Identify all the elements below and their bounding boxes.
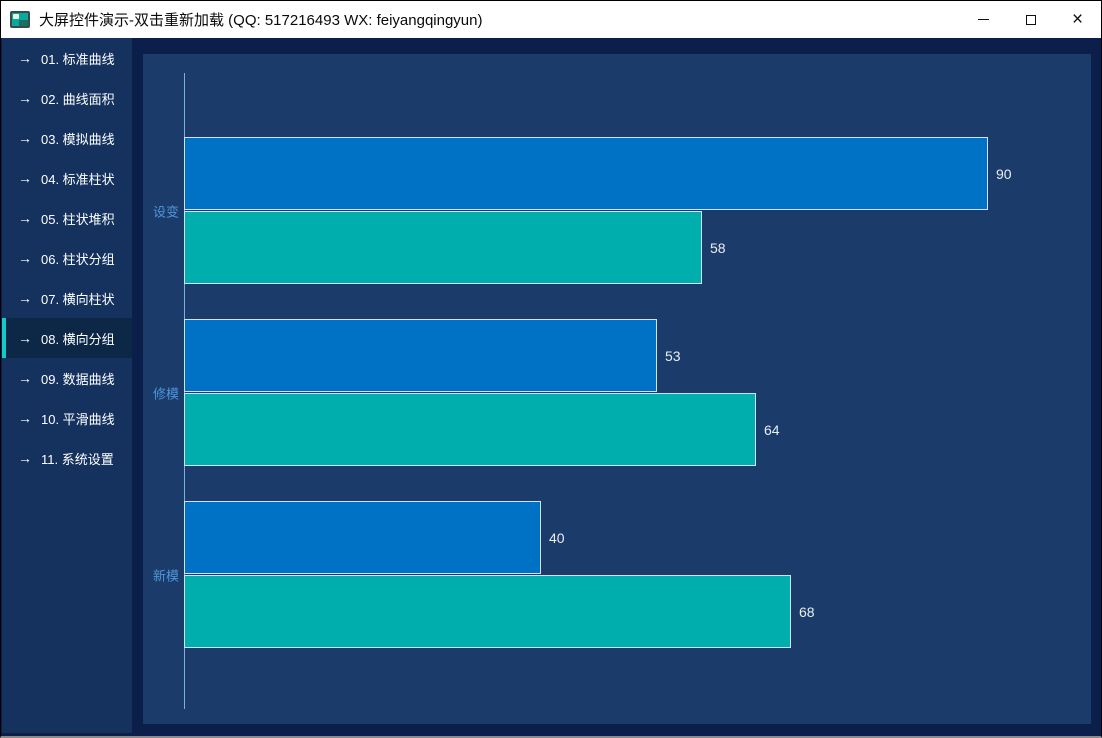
sidebar-item-11[interactable]: → 11. 系统设置 [2,438,132,478]
sidebar-item-label: 06. 柱状分组 [41,251,115,267]
minimize-button[interactable] [960,1,1007,38]
arrow-right-icon: → [18,330,32,346]
category-label-新模: 新模 [152,568,179,583]
bar-value-label: 68 [799,603,815,620]
category-label-设变: 设变 [152,204,179,219]
chart-panel: 90 58 设变 53 64 修模 40 68 新模 [143,54,1091,724]
bar-设变-series-2 [184,211,702,284]
arrow-right-icon: → [18,210,32,226]
sidebar-item-9[interactable]: → 09. 数据曲线 [2,358,132,398]
sidebar-item-1[interactable]: → 01. 标准曲线 [2,38,132,78]
sidebar-item-6[interactable]: → 06. 柱状分组 [2,238,132,278]
bar-value-label: 58 [710,239,726,256]
sidebar-item-label: 11. 系统设置 [41,451,114,467]
arrow-right-icon: → [18,370,32,386]
maximize-icon [1025,14,1036,25]
sidebar-item-label: 03. 模拟曲线 [41,131,115,147]
bar-新模-series-2 [184,575,791,648]
sidebar-item-label: 07. 横向柱状 [41,291,115,307]
sidebar-item-3[interactable]: → 03. 模拟曲线 [2,118,132,158]
arrow-right-icon: → [18,410,32,426]
sidebar-item-7[interactable]: → 07. 横向柱状 [2,278,132,318]
minimize-icon [978,19,989,20]
window-controls: × [960,1,1101,38]
sidebar-item-4[interactable]: → 04. 标准柱状 [2,158,132,198]
bar-修模-series-2 [184,393,756,466]
arrow-right-icon: → [18,250,32,266]
window-title: 大屏控件演示-双击重新加载 (QQ: 517216493 WX: feiyang… [39,12,483,29]
close-button[interactable]: × [1054,1,1101,38]
maximize-button[interactable] [1007,1,1054,38]
bar-value-label: 53 [665,347,681,364]
bar-设变-series-1 [184,137,988,210]
arrow-right-icon: → [18,450,32,466]
arrow-right-icon: → [18,290,32,306]
sidebar-item-10[interactable]: → 10. 平滑曲线 [2,398,132,438]
sidebar-item-2[interactable]: → 02. 曲线面积 [2,78,132,118]
arrow-right-icon: → [18,90,32,106]
sidebar-item-label: 09. 数据曲线 [41,371,115,387]
arrow-right-icon: → [18,170,32,186]
sidebar-item-label: 01. 标准曲线 [41,51,115,67]
sidebar-item-8[interactable]: → 08. 横向分组 [2,318,132,358]
sidebar-menu: → 01. 标准曲线 → 02. 曲线面积 → 03. 模拟曲线 → 04. 标准柱状 → 05.… [2,38,132,733]
sidebar-item-label: 05. 柱状堆积 [41,211,115,227]
arrow-right-icon: → [18,130,32,146]
bar-value-label: 90 [996,165,1012,182]
sidebar-item-label: 04. 标准柱状 [41,171,115,187]
category-label-修模: 修模 [152,386,179,401]
sidebar-item-label: 02. 曲线面积 [41,91,115,107]
bar-新模-series-1 [184,501,541,574]
bar-修模-series-1 [184,319,657,392]
bar-value-label: 64 [764,421,780,438]
bar-value-label: 40 [549,529,565,546]
title-bar[interactable]: 大屏控件演示-双击重新加载 (QQ: 517216493 WX: feiyang… [1,1,1101,38]
arrow-right-icon: → [18,50,32,66]
sidebar-item-label: 08. 横向分组 [41,331,115,347]
close-icon: × [1071,9,1084,30]
sidebar-item-5[interactable]: → 05. 柱状堆积 [2,198,132,238]
sidebar-item-label: 10. 平滑曲线 [41,411,115,427]
app-logo-icon [10,11,30,28]
